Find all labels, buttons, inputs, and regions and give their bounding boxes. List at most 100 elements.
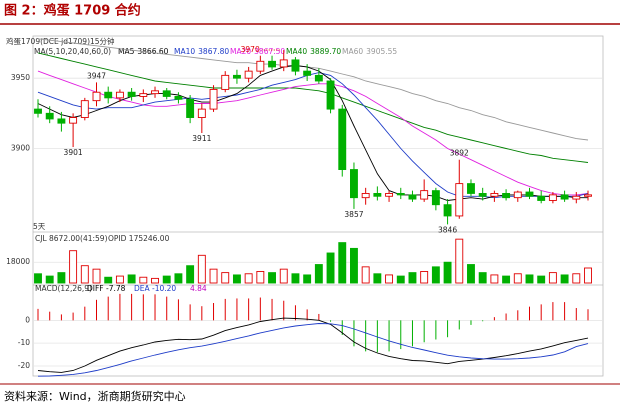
volume-bar: [361, 266, 370, 284]
candle-body: [467, 183, 475, 194]
candle-body: [502, 192, 511, 199]
candle-body: [396, 192, 405, 196]
volume-bar: [326, 252, 335, 284]
volume-bar: [151, 277, 159, 284]
candle-body: [151, 90, 159, 95]
y-tick-label: 18000: [6, 257, 30, 266]
candle-body: [162, 90, 171, 97]
volume-bar: [92, 268, 101, 284]
candle-body: [443, 204, 452, 217]
candle-body: [431, 190, 440, 206]
volume-bar: [478, 272, 487, 284]
volume-bar: [69, 250, 78, 284]
candle-body: [373, 192, 382, 197]
macd-legend: DEA -10.20: [134, 284, 176, 293]
price-annotation: 3892: [450, 149, 469, 158]
candle-body: [80, 100, 89, 118]
candle-body: [513, 191, 522, 199]
candle-body: [291, 59, 300, 72]
candle-body: [174, 95, 183, 100]
plot-frame: [32, 35, 604, 377]
candle-body: [221, 74, 230, 90]
candle-body: [209, 88, 218, 110]
volume-bar: [256, 271, 265, 284]
candle-body: [455, 183, 464, 217]
volume-bar: [513, 273, 522, 284]
volume-bar: [537, 275, 546, 284]
volume-bar: [408, 272, 417, 284]
price-annotation: 3901: [64, 148, 83, 157]
candle-body: [338, 108, 347, 171]
legend-value: 3867.50: [254, 47, 285, 56]
macd-legend: DIFF -7.78: [87, 284, 126, 293]
volume-bar: [560, 274, 569, 284]
price-annotation: 3947: [87, 71, 106, 80]
candle-body: [560, 194, 569, 200]
volume-bar: [45, 275, 54, 284]
candle-body: [268, 60, 276, 68]
candle-body: [244, 70, 253, 79]
candle-body: [584, 194, 592, 197]
volume-bar: [385, 274, 394, 284]
volume-bar: [467, 264, 475, 284]
candle-body: [34, 108, 42, 114]
candle-body: [303, 70, 312, 76]
y-tick-label: 3950: [11, 73, 30, 82]
candle-body: [232, 74, 241, 79]
candle-body: [420, 190, 429, 200]
candle-body: [115, 91, 124, 99]
ma-line: [37, 70, 589, 196]
candle-body: [537, 195, 546, 201]
volume-bar: [291, 273, 300, 284]
volume-bar: [502, 275, 511, 284]
volume-bar: [584, 267, 592, 284]
y-tick-label: -20: [18, 361, 30, 370]
volume-bar: [162, 275, 171, 284]
candle-body: [256, 60, 265, 72]
candle-body: [57, 118, 66, 124]
volume-bar: [420, 271, 429, 284]
legend-value: 3905.55: [366, 47, 397, 56]
volume-bar: [338, 242, 347, 284]
candle-body: [326, 80, 335, 110]
candle-body: [314, 74, 323, 82]
candle-body: [361, 192, 370, 199]
y-tick-label: 0: [25, 315, 30, 324]
volume-bar: [104, 276, 113, 284]
candle-body: [45, 112, 54, 120]
legend-value: 3889.70: [310, 47, 341, 56]
volume-bar: [197, 254, 206, 284]
volume-bar: [186, 265, 195, 284]
volume-bar: [115, 275, 124, 284]
ma-line: [37, 38, 589, 141]
ma-title: MA(5,10,20,40,60,0): [34, 47, 111, 56]
chart-title: 图 2：鸡蛋 1709 合约: [4, 3, 141, 19]
legend-value: 3866.60: [137, 47, 168, 56]
candle-body: [104, 91, 113, 99]
legend-label: MA60: [342, 47, 363, 56]
volume-legend: OPID 175246.00: [108, 234, 170, 243]
candle-body: [92, 91, 101, 102]
candle-body: [525, 191, 534, 197]
macd-legend: MACD(12,26,9): [35, 284, 92, 293]
legend-value: 3867.80: [198, 47, 229, 56]
y-tick-label: 3900: [11, 143, 30, 152]
volume-bar: [303, 274, 312, 284]
candle-body: [572, 195, 581, 200]
volume-bar: [127, 274, 136, 284]
candle-body: [186, 98, 195, 118]
volume-bar: [174, 273, 183, 284]
dea-line: [37, 323, 589, 377]
volume-bar: [455, 238, 464, 284]
candle-body: [197, 108, 206, 118]
candle-body: [548, 194, 557, 201]
y-tick-label: -10: [18, 338, 30, 347]
volume-bar: [396, 275, 405, 284]
price-annotation: 3911: [192, 134, 211, 143]
volume-bar: [80, 265, 89, 284]
volume-bar: [373, 273, 382, 284]
candle-body: [478, 192, 487, 197]
volume-bar: [350, 247, 358, 284]
